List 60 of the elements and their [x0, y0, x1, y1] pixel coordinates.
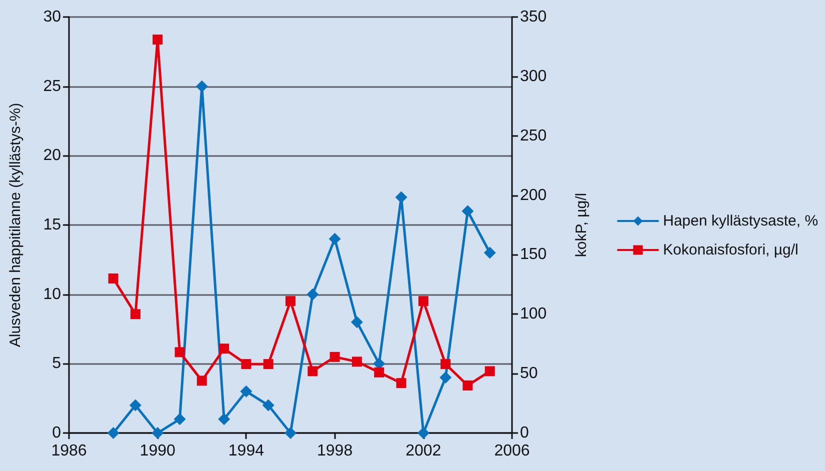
legend-label: Hapen kyllästysaste, %	[663, 212, 818, 230]
point	[462, 380, 473, 390]
y-tick-label: 5	[52, 355, 62, 372]
point	[152, 427, 164, 439]
point	[240, 385, 252, 398]
point	[129, 399, 142, 412]
point	[241, 359, 252, 370]
point	[330, 352, 340, 362]
point	[395, 191, 408, 204]
point	[107, 427, 120, 439]
x-tick-label: 1986	[51, 442, 87, 460]
y2-tick-label: 300	[520, 68, 547, 85]
point	[350, 316, 363, 328]
y-tick-label: 0	[52, 424, 62, 442]
point	[308, 366, 318, 376]
y-tick-label: 10	[43, 286, 62, 303]
point	[108, 273, 118, 284]
point	[484, 366, 495, 376]
y2-tick-label: 100	[520, 306, 547, 323]
point	[284, 427, 296, 439]
y2-tick-label: 50	[520, 365, 538, 382]
point	[440, 359, 451, 370]
point	[462, 205, 474, 218]
y-tick-label: 30	[43, 8, 62, 26]
x-tick-label: 1994	[228, 442, 264, 460]
y-tick-label: 25	[43, 78, 62, 95]
point	[418, 296, 428, 306]
y-axis-title: Alusveden happitilanne (kyllästys-%)	[7, 102, 24, 348]
point	[174, 347, 185, 358]
point	[306, 288, 319, 300]
x-tick-label: 1990	[140, 442, 176, 460]
point	[440, 372, 452, 384]
y-tick-label: 20	[43, 147, 62, 164]
y2-tick-label: 250	[520, 127, 547, 144]
x-tick-label: 1998	[317, 442, 353, 460]
y2-tick-label: 350	[520, 8, 547, 26]
legend-label: Kokonaisfosfori, µg/l	[663, 242, 798, 258]
x-tick-label: 2006	[494, 442, 530, 460]
x-tick-label: 2002	[406, 442, 442, 460]
point	[417, 427, 430, 439]
point	[174, 413, 186, 426]
point	[130, 309, 140, 320]
point	[218, 413, 230, 426]
y2-axis-title: kokP, µg/l	[573, 192, 590, 258]
point	[196, 376, 207, 386]
point	[219, 344, 230, 354]
point	[374, 367, 384, 378]
point	[484, 246, 496, 259]
y2-tick-label: 0	[520, 424, 529, 442]
point	[196, 80, 208, 92]
point	[396, 378, 406, 388]
point	[262, 399, 274, 412]
point	[263, 359, 274, 370]
point	[352, 356, 362, 367]
y-tick-label: 15	[43, 216, 62, 234]
y2-tick-label: 200	[520, 186, 547, 204]
point	[286, 296, 296, 306]
point	[152, 34, 163, 45]
y2-tick-label: 150	[520, 246, 547, 264]
point	[328, 232, 341, 245]
